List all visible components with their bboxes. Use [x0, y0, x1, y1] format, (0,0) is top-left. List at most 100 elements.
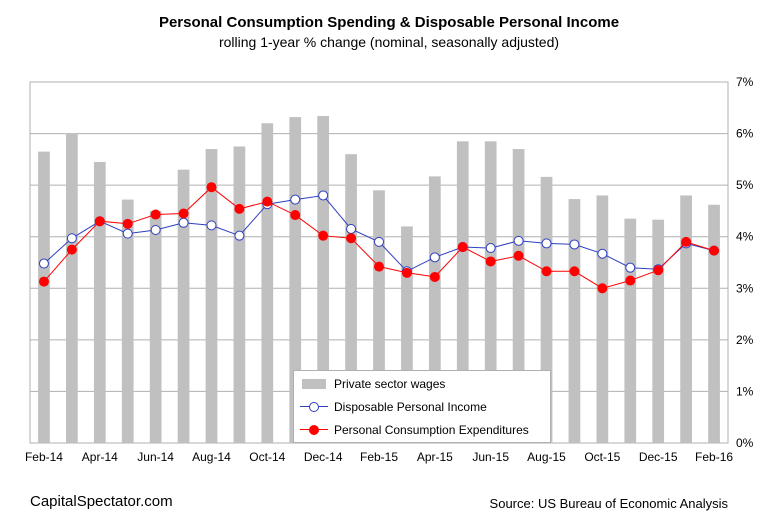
- y-tick-label: 7%: [736, 75, 754, 89]
- income-point: [541, 238, 552, 249]
- income-point: [206, 220, 217, 231]
- wage-bar: [512, 149, 525, 444]
- x-tick-label: Jun-15: [472, 450, 509, 464]
- wage-bar: [708, 204, 720, 443]
- consumption-point: [318, 230, 329, 241]
- wage-bar: [121, 199, 134, 443]
- x-tick-label: Oct-15: [584, 450, 620, 464]
- wage-bar: [373, 190, 385, 443]
- consumption-point: [597, 283, 608, 294]
- income-point: [38, 258, 49, 269]
- legend-income-swatch: [300, 400, 328, 414]
- consumption-point: [625, 275, 636, 286]
- wage-bar: [484, 141, 497, 444]
- income-point: [429, 252, 440, 263]
- y-tick-label: 6%: [736, 127, 754, 141]
- y-tick-label: 3%: [736, 281, 754, 295]
- wage-bar: [289, 117, 302, 443]
- legend-label-income: Disposable Personal Income: [334, 400, 487, 414]
- consumption-point: [234, 203, 245, 214]
- wage-bar: [680, 195, 692, 443]
- site-credit: CapitalSpectator.com: [30, 493, 173, 510]
- source-note: Source: US Bureau of Economic Analysis: [489, 496, 728, 511]
- chart-title: Personal Consumption Spending & Disposab…: [158, 14, 620, 31]
- consumption-point: [346, 233, 357, 244]
- x-tick-label: Jun-14: [137, 450, 174, 464]
- wage-bar: [317, 116, 330, 443]
- consumption-point: [653, 265, 664, 276]
- wage-bar: [261, 123, 274, 443]
- y-tick-label: 4%: [736, 230, 754, 244]
- consumption-point: [178, 208, 189, 219]
- x-tick-label: Feb-15: [360, 450, 398, 464]
- consumption-point: [66, 244, 77, 255]
- legend-label-consumption: Personal Consumption Expenditures: [334, 423, 529, 437]
- wage-bar: [540, 176, 553, 444]
- income-point: [513, 235, 524, 246]
- wage-bar: [149, 210, 162, 443]
- consumption-point: [457, 242, 468, 253]
- consumption-point: [429, 271, 440, 282]
- consumption-point: [94, 216, 105, 227]
- consumption-point: [709, 245, 720, 256]
- income-point: [374, 236, 384, 247]
- wage-bar: [624, 218, 637, 443]
- consumption-point: [569, 266, 580, 277]
- wage-bar: [596, 195, 609, 443]
- y-tick-label: 2%: [736, 333, 754, 347]
- x-tick-label: Aug-14: [192, 450, 231, 464]
- wage-bar: [205, 149, 218, 444]
- income-point: [485, 243, 496, 254]
- consumption-point: [513, 250, 524, 261]
- consumption-point: [150, 209, 161, 220]
- consumption-point: [38, 276, 49, 287]
- x-tick-label: Aug-15: [527, 450, 566, 464]
- wage-bar: [345, 154, 357, 443]
- consumption-point: [485, 256, 496, 267]
- x-tick-label: Oct-14: [249, 450, 285, 464]
- consumption-point: [206, 182, 217, 193]
- wage-bar: [652, 219, 665, 443]
- income-point: [290, 194, 301, 205]
- wage-bar: [568, 199, 581, 443]
- x-tick-label: Dec-14: [304, 450, 343, 464]
- consumption-point: [401, 267, 412, 278]
- legend-item-consumption: Personal Consumption Expenditures: [300, 421, 529, 439]
- legend-bar-swatch: [300, 377, 328, 391]
- x-tick-label: Feb-16: [695, 450, 733, 464]
- income-point: [318, 190, 329, 201]
- legend-item-wages: Private sector wages: [300, 375, 445, 393]
- income-point: [178, 217, 189, 228]
- income-point: [569, 239, 580, 250]
- y-tick-label: 0%: [736, 436, 754, 450]
- wage-bar: [177, 169, 190, 443]
- wage-bar: [93, 161, 106, 443]
- y-tick-label: 1%: [736, 384, 754, 398]
- wage-bar: [401, 226, 413, 443]
- legend-label-wages: Private sector wages: [334, 377, 446, 391]
- income-point: [346, 223, 357, 234]
- income-point: [150, 225, 161, 236]
- consumption-point: [541, 266, 552, 277]
- consumption-point: [262, 196, 273, 207]
- wage-bar: [38, 151, 50, 443]
- chart-legend: Private sector wages Disposable Personal…: [293, 370, 551, 443]
- chart-subtitle: rolling 1-year % change (nominal, season…: [218, 34, 560, 50]
- income-point: [66, 233, 77, 244]
- wage-bar: [233, 146, 246, 443]
- income-point: [234, 230, 245, 241]
- x-tick-label: Feb-14: [25, 450, 63, 464]
- wage-bar: [456, 141, 469, 444]
- consumption-point: [374, 261, 384, 272]
- wage-bar: [428, 176, 441, 443]
- x-tick-label: Apr-14: [82, 450, 118, 464]
- consumption-point: [122, 218, 133, 229]
- legend-item-income: Disposable Personal Income: [300, 398, 487, 416]
- x-tick-label: Dec-15: [639, 450, 678, 464]
- income-point: [122, 228, 133, 239]
- income-point: [597, 248, 608, 259]
- wage-bar: [66, 133, 78, 444]
- income-point: [625, 262, 636, 273]
- y-tick-label: 5%: [736, 178, 754, 192]
